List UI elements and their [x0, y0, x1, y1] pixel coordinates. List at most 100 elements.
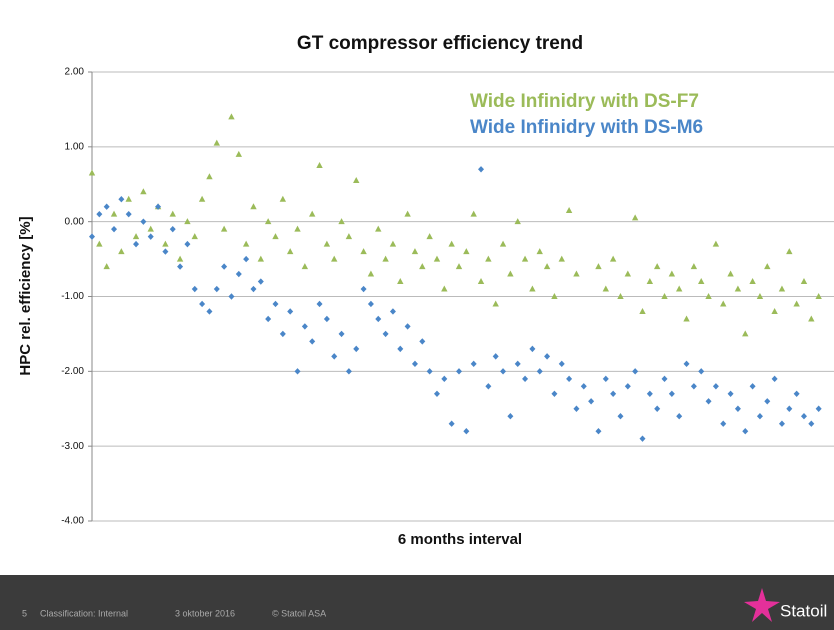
point [815, 405, 822, 412]
point [624, 383, 631, 390]
point [397, 345, 404, 353]
y-tick-label: -2.00 [61, 366, 84, 377]
point [103, 263, 110, 270]
point [309, 210, 316, 217]
point [272, 233, 279, 240]
point [653, 263, 661, 270]
point [448, 420, 455, 427]
point [345, 233, 353, 240]
point [507, 270, 514, 277]
point [419, 338, 426, 345]
y-tick-label: 2.00 [65, 67, 85, 78]
point [235, 270, 242, 278]
point [419, 263, 426, 270]
point [492, 300, 499, 307]
point [133, 240, 140, 248]
point [544, 353, 551, 360]
point [169, 225, 176, 233]
point [169, 210, 176, 217]
point [500, 368, 507, 375]
point [778, 285, 786, 292]
point [257, 255, 265, 262]
point [287, 308, 294, 315]
point [213, 285, 220, 293]
point [286, 248, 294, 255]
point [661, 375, 668, 383]
point [301, 263, 309, 270]
point [375, 225, 382, 232]
point [404, 210, 411, 217]
point [602, 285, 609, 292]
point [690, 263, 698, 270]
point [771, 375, 778, 383]
point [742, 330, 749, 337]
point [720, 300, 727, 307]
point [426, 368, 433, 375]
point [602, 375, 609, 383]
slide-bg [0, 0, 834, 575]
y-tick-label: -3.00 [61, 441, 84, 452]
legend-label: Wide Infinidry with DS-F7 [470, 91, 699, 112]
point [800, 413, 807, 420]
point [382, 255, 389, 262]
point [191, 233, 198, 240]
point [125, 210, 132, 218]
point [617, 413, 624, 420]
logo-text: Statoil [780, 601, 827, 620]
point [433, 390, 440, 397]
point [250, 285, 257, 293]
point [808, 315, 815, 322]
point [118, 248, 125, 255]
point [206, 173, 213, 180]
point [96, 210, 103, 218]
point [353, 345, 360, 353]
point [199, 300, 206, 308]
footer-copyright: © Statoil ASA [272, 608, 326, 618]
point [712, 383, 719, 390]
point [734, 285, 742, 292]
point [566, 375, 573, 383]
point [250, 203, 257, 210]
point [441, 375, 448, 383]
point [551, 293, 558, 299]
point [470, 210, 477, 217]
point [221, 263, 228, 270]
point [646, 390, 653, 397]
point [521, 255, 529, 262]
point [522, 375, 529, 383]
point [338, 218, 345, 225]
point [558, 255, 565, 262]
point [147, 233, 154, 240]
point [543, 263, 551, 270]
footer-classification: Classification: Internal [40, 608, 128, 618]
point [808, 420, 815, 427]
point [220, 225, 228, 232]
point [720, 420, 727, 427]
point [771, 307, 778, 314]
point [301, 323, 308, 330]
point [184, 240, 191, 248]
point [367, 300, 374, 308]
point [345, 368, 352, 375]
point [485, 383, 492, 390]
point [676, 413, 683, 420]
point [118, 196, 125, 203]
point [177, 263, 184, 270]
footer-bar [0, 575, 834, 630]
point [573, 405, 580, 412]
point [155, 203, 162, 210]
point [125, 195, 132, 202]
point [382, 330, 389, 338]
point [588, 398, 595, 405]
point [690, 383, 697, 390]
point [110, 210, 118, 217]
point [309, 338, 316, 345]
point [617, 293, 624, 299]
y-axis-label: HPC rel. efficiency [%] [17, 216, 34, 375]
point [624, 270, 632, 277]
point [565, 206, 573, 213]
logo-star [744, 588, 780, 622]
point [331, 353, 338, 360]
point [529, 285, 536, 292]
